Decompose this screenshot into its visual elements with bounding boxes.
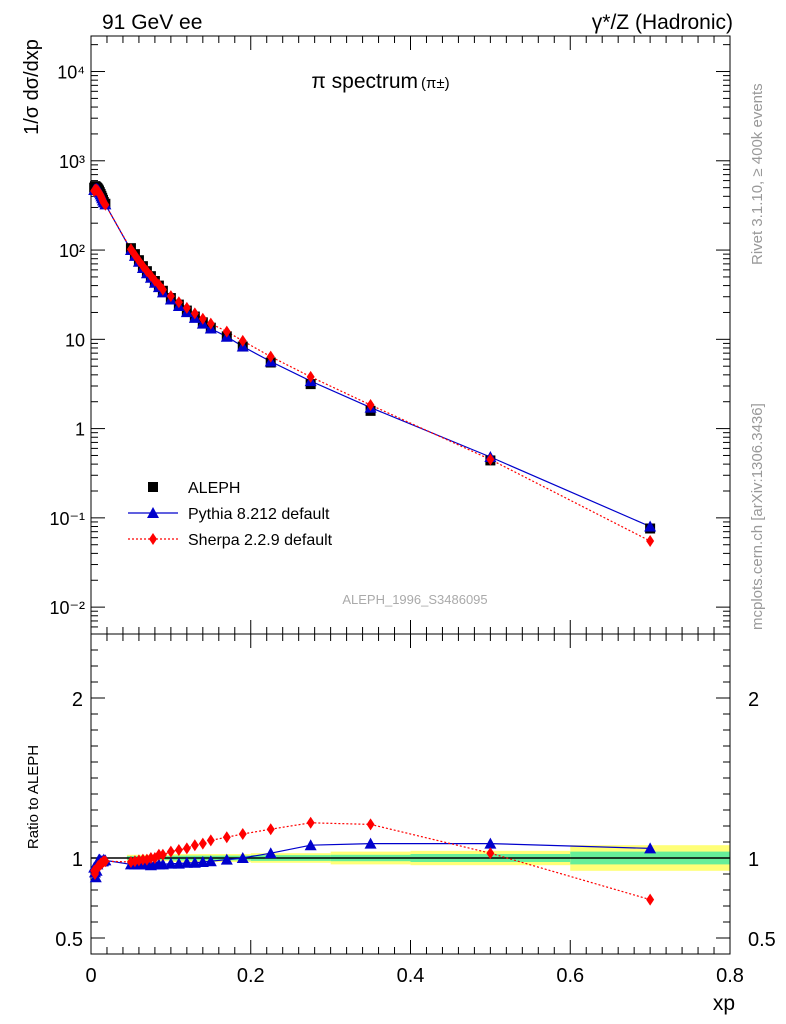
main-point-sherpa-2-2-9-default (222, 325, 231, 338)
main-point-sherpa-2-2-9-default (646, 535, 655, 548)
x-tick-label: 0 (85, 965, 96, 987)
x-tick-label: 0.8 (716, 965, 744, 987)
ratio-y-tick-label-right: 1 (748, 849, 759, 871)
ratio-point-pythia-8-212-default (304, 839, 317, 851)
ratio-y-tick-label: 1 (72, 849, 83, 871)
ratio-point-sherpa-2-2-9-default (366, 818, 375, 831)
ratio-y-tick-label: 0.5 (55, 929, 83, 951)
main-point-sherpa-2-2-9-default (101, 198, 110, 211)
main-point-sherpa-2-2-9-default (182, 301, 191, 314)
ratio-point-pythia-8-212-default (644, 842, 657, 854)
ratio-point-sherpa-2-2-9-default (166, 845, 175, 858)
x-tick-label: 0.6 (556, 965, 584, 987)
legend-label-pythia-8-212-default: Pythia 8.212 default (188, 506, 330, 523)
ratio-point-sherpa-2-2-9-default (190, 839, 199, 852)
rivet-label: Rivet 3.1.10, ≥ 400k events (749, 83, 766, 265)
analysis-watermark: ALEPH_1996_S3486095 (342, 592, 487, 607)
ratio-point-pythia-8-212-default (236, 852, 249, 863)
main-y-tick-label: 10³ (59, 152, 85, 172)
ratio-point-sherpa-2-2-9-default (174, 844, 183, 856)
main-point-sherpa-2-2-9-default (166, 290, 175, 303)
ratio-y-tick-label-right: 0.5 (748, 929, 776, 951)
main-point-sherpa-2-2-9-default (366, 398, 375, 411)
main-point-sherpa-2-2-9-default (238, 334, 247, 347)
ratio-point-pythia-8-212-default (484, 837, 497, 849)
ratio-point-pythia-8-212-default (204, 855, 217, 867)
plot-subtitle: (π±) (421, 75, 450, 92)
main-point-sherpa-2-2-9-default (158, 283, 167, 296)
main-frame (90, 35, 731, 635)
x-axis-label: xp (713, 992, 735, 1015)
ratio-point-sherpa-2-2-9-default (101, 855, 110, 868)
ratio-point-sherpa-2-2-9-default (238, 828, 247, 840)
main-y-tick-label: 10² (59, 241, 85, 261)
legend-label-sherpa-2-2-9-default: Sherpa 2.2.9 default (188, 532, 333, 549)
ratio-y-tick-label: 2 (72, 689, 83, 711)
ratio-point-pythia-8-212-default (364, 837, 377, 849)
ratio-point-pythia-8-212-default (172, 857, 185, 869)
main-point-sherpa-2-2-9-default (306, 370, 315, 383)
ratio-point-sherpa-2-2-9-default (222, 831, 231, 844)
ratio-y-tick-label-right: 2 (748, 689, 759, 711)
plot-title: π spectrum (311, 70, 418, 93)
x-tick-label: 0.2 (237, 965, 265, 987)
main-point-sherpa-2-2-9-default (174, 296, 183, 309)
main-y-tick-label: 1 (75, 420, 85, 440)
x-tick-label: 0.4 (397, 965, 425, 987)
ratio-point-sherpa-2-2-9-default (198, 837, 207, 850)
legend-marker-pythia-8-212-default (147, 507, 159, 518)
ratio-point-sherpa-2-2-9-default (182, 842, 191, 855)
main-point-pythia-8-212-default (644, 520, 657, 532)
main-y-tick-label: 10⁻¹ (49, 509, 85, 529)
header-left: 91 GeV ee (102, 11, 202, 34)
legend-label-aleph: ALEPH (188, 480, 240, 497)
header-right: γ*/Z (Hadronic) (592, 11, 733, 34)
ratio-point-pythia-8-212-default (156, 858, 169, 870)
ratio-point-pythia-8-212-default (164, 857, 177, 869)
ratio-point-sherpa-2-2-9-default (306, 816, 315, 829)
ratio-point-pythia-8-212-default (264, 847, 277, 859)
main-point-sherpa-2-2-9-default (190, 307, 199, 320)
main-point-sherpa-2-2-9-default (198, 312, 207, 325)
ratio-point-pythia-8-212-default (180, 856, 193, 868)
ratio-point-sherpa-2-2-9-default (266, 823, 275, 836)
main-point-sherpa-2-2-9-default (266, 350, 275, 363)
main-ylabel: 1/σ dσ/dxp (21, 39, 43, 135)
main-y-tick-label: 10⁴ (57, 63, 85, 83)
ratio-point-sherpa-2-2-9-default (206, 834, 215, 847)
ratio-point-sherpa-2-2-9-default (486, 847, 495, 860)
main-point-sherpa-2-2-9-default (486, 453, 495, 466)
ratio-point-pythia-8-212-default (196, 856, 209, 867)
main-y-tick-label: 10 (65, 330, 85, 350)
ratio-point-pythia-8-212-default (188, 856, 201, 868)
ratio-ylabel: Ratio to ALEPH (25, 745, 42, 849)
main-y-tick-label: 10⁻² (49, 598, 85, 618)
main-point-sherpa-2-2-9-default (206, 317, 215, 330)
mcplots-label: mcplots.cern.ch [arXiv:1306.3436] (749, 403, 766, 630)
ratio-frame (90, 633, 731, 955)
legend-marker-aleph (148, 482, 158, 492)
ratio-point-pythia-8-212-default (220, 853, 233, 865)
main-line-sherpa-2-2-9-default (93, 189, 651, 542)
main-line-pythia-8-212-default (93, 188, 651, 528)
ratio-point-sherpa-2-2-9-default (158, 848, 167, 861)
legend-marker-sherpa-2-2-9-default (149, 533, 157, 545)
ratio-point-sherpa-2-2-9-default (646, 893, 655, 906)
